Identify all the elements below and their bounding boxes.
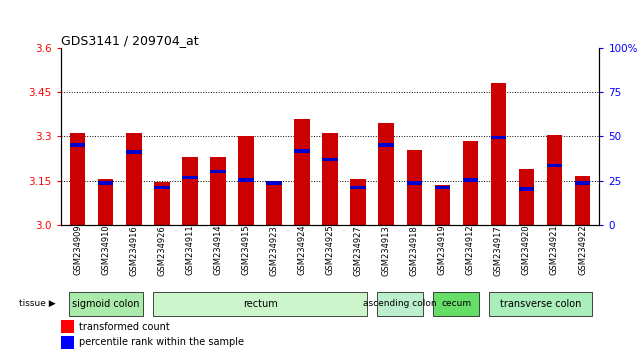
Bar [490,136,506,139]
Bar [489,292,592,315]
Bar [98,182,113,185]
Text: GSM234918: GSM234918 [410,225,419,275]
Text: GSM234916: GSM234916 [129,225,138,275]
Bar [61,320,74,333]
Bar [294,119,310,225]
Bar [61,336,74,349]
Bar [575,176,590,225]
Bar [126,133,142,225]
Text: tissue ▶: tissue ▶ [19,299,56,308]
Bar [322,133,338,225]
Bar [575,182,590,185]
Bar [433,292,479,315]
Bar [406,150,422,225]
Text: GDS3141 / 209704_at: GDS3141 / 209704_at [61,34,199,47]
Bar [210,157,226,225]
Bar [238,136,254,225]
Bar [153,292,367,315]
Bar [378,143,394,147]
Text: GSM234921: GSM234921 [550,225,559,275]
Bar [519,187,534,191]
Text: transverse colon: transverse colon [500,298,581,309]
Text: GSM234911: GSM234911 [185,225,194,275]
Text: sigmoid colon: sigmoid colon [72,298,140,309]
Text: percentile rank within the sample: percentile rank within the sample [79,337,244,348]
Bar [547,164,562,167]
Bar [154,182,170,225]
Bar [126,150,142,154]
Bar [154,186,170,189]
Text: GSM234912: GSM234912 [466,225,475,275]
Bar [377,292,423,315]
Bar [182,157,197,225]
Bar [406,182,422,185]
Bar [70,143,85,147]
Bar [182,176,197,179]
Text: GSM234910: GSM234910 [101,225,110,275]
Text: ascending colon: ascending colon [363,299,437,308]
Bar [435,186,450,189]
Text: cecum: cecum [441,299,471,308]
Text: GSM234926: GSM234926 [157,225,167,275]
Bar [70,133,85,225]
Text: GSM234919: GSM234919 [438,225,447,275]
Bar [378,123,394,225]
Bar [210,170,226,173]
Bar [238,178,254,182]
Text: GSM234913: GSM234913 [381,225,391,275]
Bar [519,169,534,225]
Text: GSM234925: GSM234925 [326,225,335,275]
Bar [69,292,143,315]
Text: GSM234927: GSM234927 [354,225,363,275]
Text: GSM234914: GSM234914 [213,225,222,275]
Bar [322,158,338,161]
Bar [294,149,310,153]
Text: GSM234920: GSM234920 [522,225,531,275]
Text: GSM234909: GSM234909 [73,225,82,275]
Bar [351,186,366,189]
Text: rectum: rectum [243,298,278,309]
Text: transformed count: transformed count [79,321,169,332]
Bar [98,179,113,225]
Text: GSM234924: GSM234924 [297,225,306,275]
Bar [435,185,450,225]
Bar [490,83,506,225]
Text: GSM234917: GSM234917 [494,225,503,275]
Text: GSM234923: GSM234923 [269,225,279,275]
Bar [547,135,562,225]
Bar [266,182,282,225]
Text: GSM234922: GSM234922 [578,225,587,275]
Bar [463,178,478,182]
Text: GSM234915: GSM234915 [242,225,251,275]
Bar [351,179,366,225]
Bar [266,182,282,185]
Bar [463,141,478,225]
